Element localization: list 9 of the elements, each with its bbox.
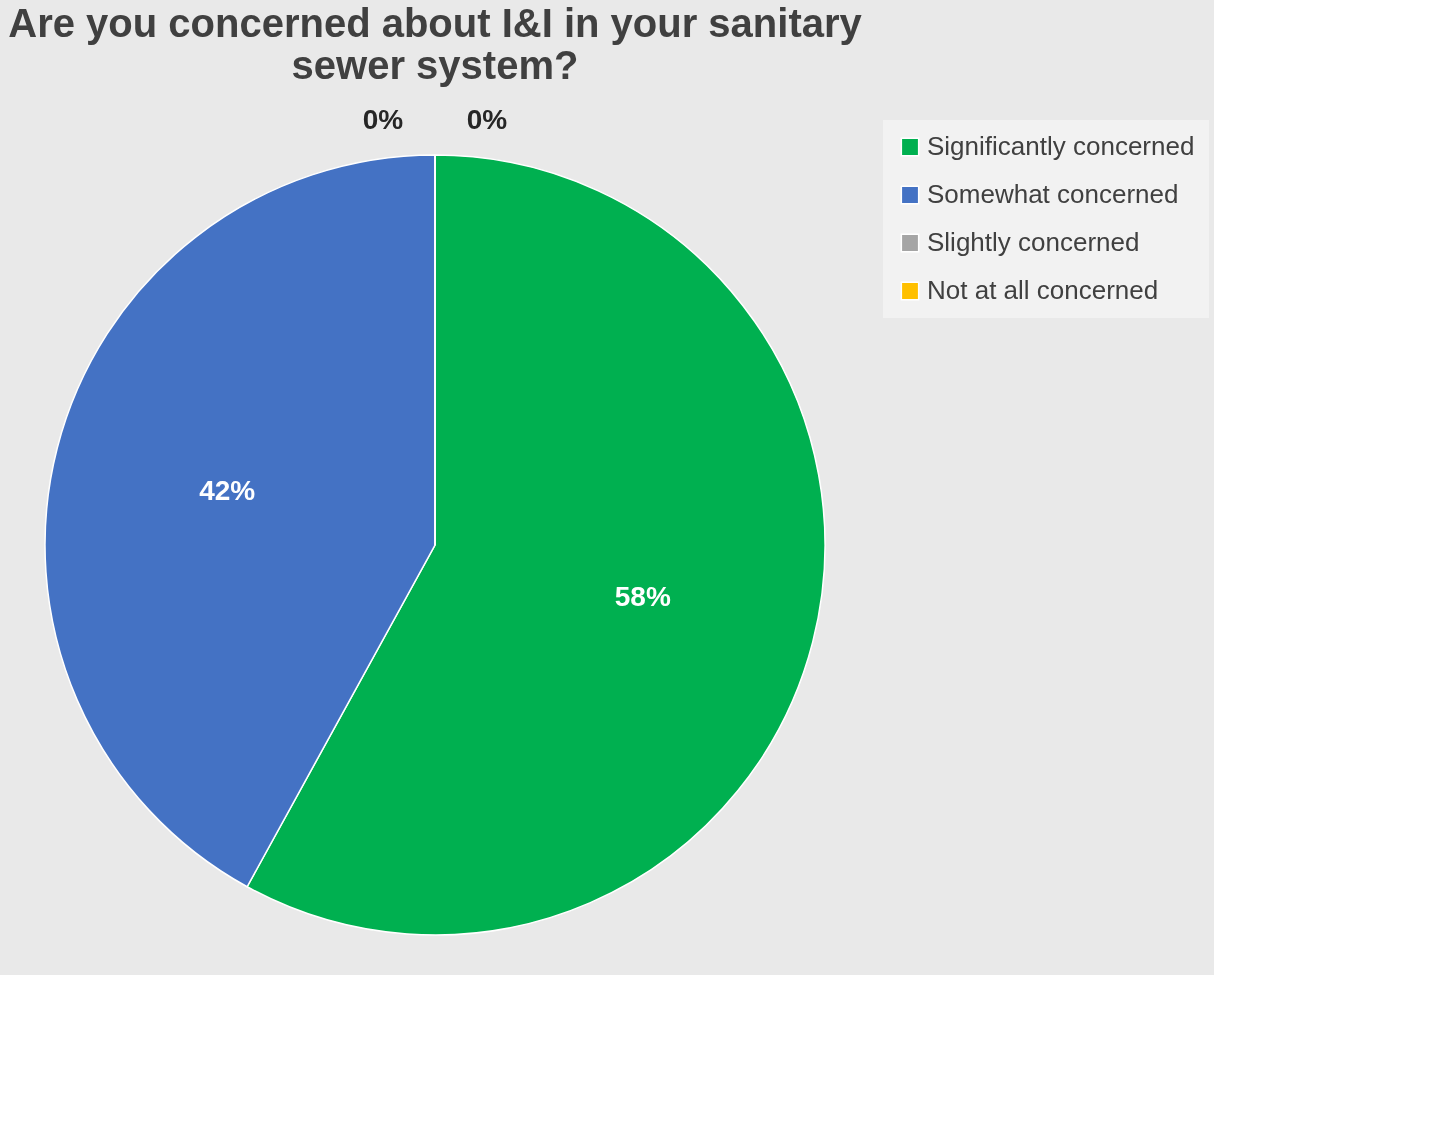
chart-title: Are you concerned about I&I in your sanitary sewer system? bbox=[8, 1, 863, 87]
legend-label: Significantly concerned bbox=[927, 131, 1195, 161]
text: 0% bbox=[362, 104, 404, 135]
data-label: 42% bbox=[199, 474, 256, 506]
legend-label: Not at all concerned bbox=[927, 275, 1159, 305]
data-label: 58% bbox=[614, 581, 671, 613]
legend-label: Slightly concerned bbox=[927, 227, 1140, 257]
text: 0% bbox=[466, 104, 508, 135]
legend-label: Somewhat concerned bbox=[927, 179, 1179, 209]
